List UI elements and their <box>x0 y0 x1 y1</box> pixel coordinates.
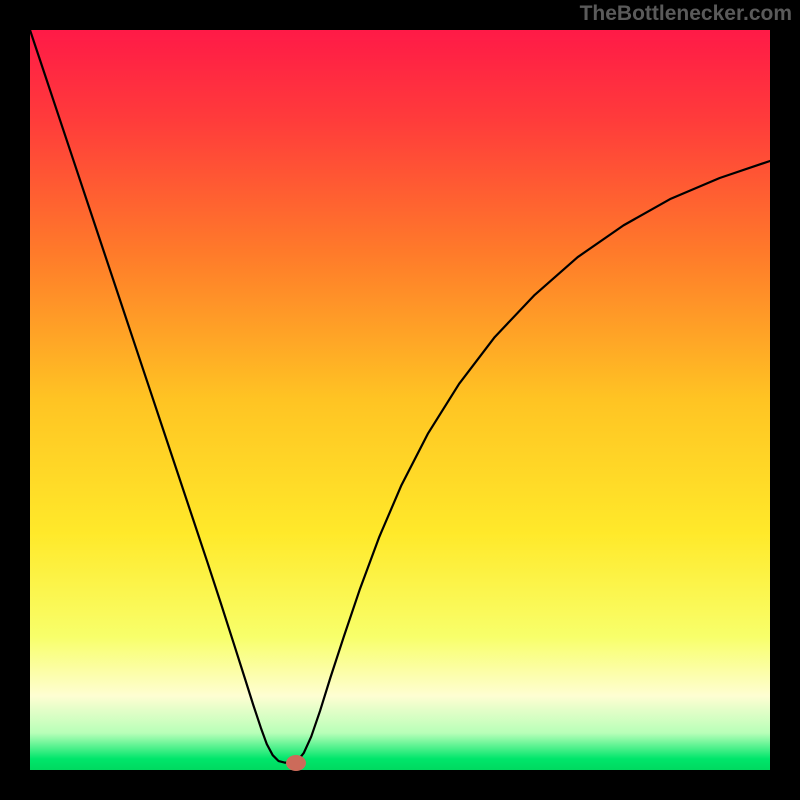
bottleneck-chart: TheBottlenecker.com <box>0 0 800 800</box>
optimum-marker <box>286 755 306 771</box>
bottleneck-curve <box>30 30 770 770</box>
plot-area <box>30 30 770 770</box>
watermark-text: TheBottlenecker.com <box>580 2 792 26</box>
